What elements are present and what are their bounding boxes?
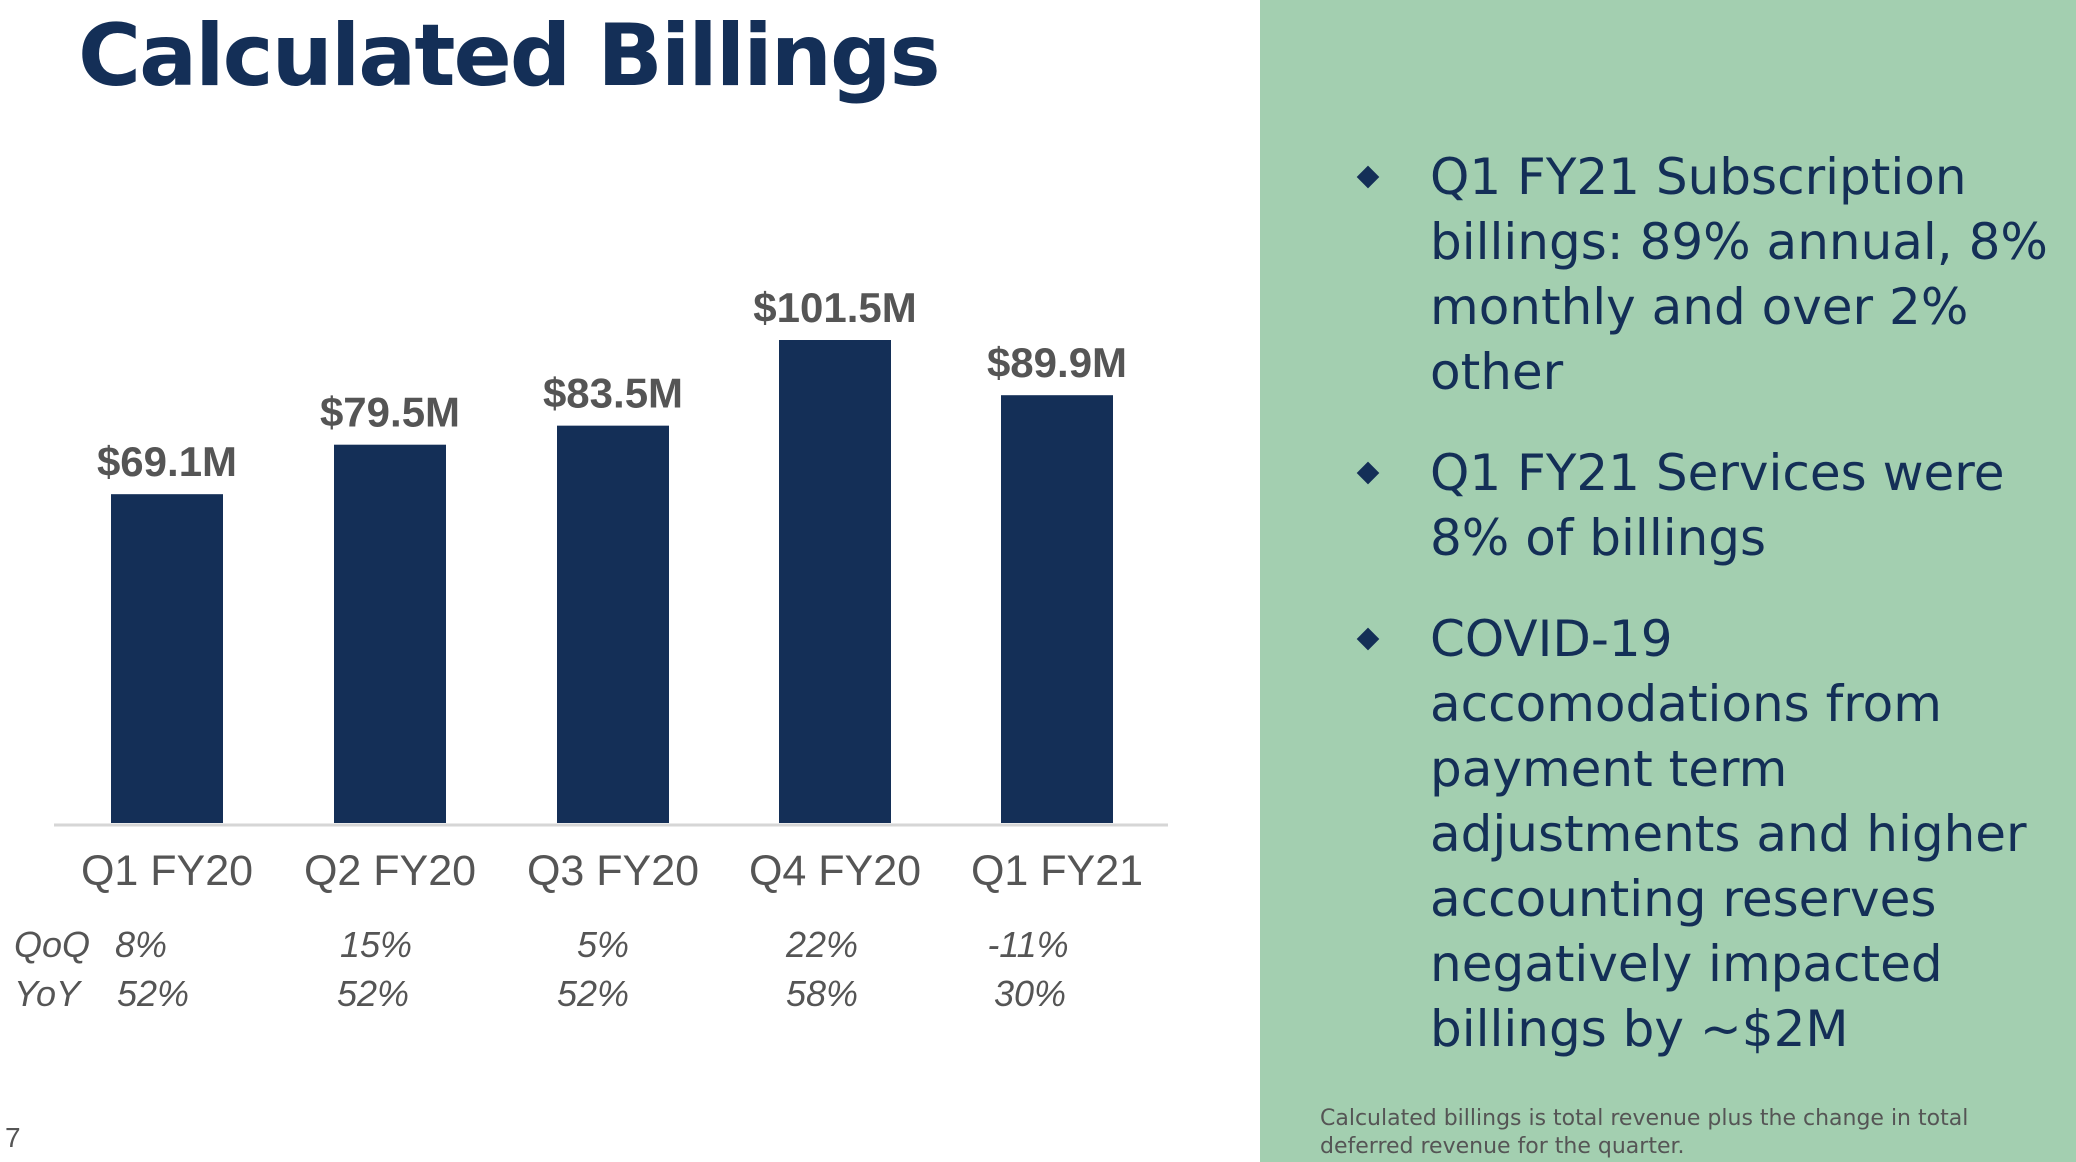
bar-q3-fy20 — [557, 425, 669, 823]
footnote: Calculated billings is total revenue plu… — [1320, 1106, 1969, 1159]
bar-q4-fy20 — [779, 340, 891, 823]
bar-value-label: $101.5M — [753, 284, 916, 331]
bar-q2-fy20 — [334, 444, 446, 823]
yoy-value: 58% — [785, 973, 859, 1014]
bullet-text: Q1 FY21 Subscription billings: 89% annua… — [1430, 148, 2048, 401]
page-title: Calculated Billings — [78, 6, 941, 106]
qoq-value: 15% — [339, 924, 413, 965]
bullet-item: Q1 FY21 Subscription billings: 89% annua… — [1356, 145, 2060, 405]
qoq-row-label: QoQ — [14, 924, 91, 965]
x-tick-label: Q1 FY21 — [971, 847, 1143, 895]
x-tick-label: Q1 FY20 — [81, 847, 253, 895]
bar-q1-fy21 — [1001, 395, 1113, 823]
qoq-value: 22% — [785, 924, 859, 965]
bullet-item: COVID-19 accomodations from payment term… — [1356, 607, 2060, 1062]
yoy-value: 52% — [116, 973, 190, 1014]
bullet-text: Q1 FY21 Services were 8% of billings — [1430, 444, 2005, 567]
yoy-row-label: YoY — [14, 973, 81, 1014]
yoy-value: 52% — [336, 973, 410, 1014]
yoy-value: 52% — [556, 973, 630, 1014]
x-tick-label: Q4 FY20 — [749, 847, 921, 895]
page-number: 7 — [5, 1122, 21, 1153]
diamond-bullet-icon — [1356, 627, 1380, 651]
bar-value-label: $83.5M — [543, 370, 683, 417]
x-tick-label: Q2 FY20 — [304, 847, 476, 895]
bar-value-label: $89.9M — [987, 339, 1127, 386]
bar-value-label: $79.5M — [320, 389, 460, 436]
bar-value-label: $69.1M — [97, 438, 237, 485]
x-tick-label: Q3 FY20 — [527, 847, 699, 895]
bullet-list: Q1 FY21 Subscription billings: 89% annua… — [1356, 145, 2060, 1098]
yoy-value: 30% — [993, 973, 1067, 1014]
bullet-item: Q1 FY21 Services were 8% of billings — [1356, 441, 2060, 571]
bullet-text: COVID-19 accomodations from payment term… — [1430, 610, 2027, 1058]
diamond-bullet-icon — [1356, 461, 1380, 485]
commentary-panel — [1260, 0, 2076, 1162]
qoq-value: 8% — [114, 924, 168, 965]
diamond-bullet-icon — [1356, 165, 1380, 189]
bar-q1-fy20 — [111, 494, 223, 823]
qoq-value: -11% — [987, 924, 1069, 965]
billings-bar-chart: $69.1M Q1 FY20 $79.5M Q2 FY20 $83.5M Q3 FY20 $… — [54, 284, 1168, 895]
qoq-value: 5% — [576, 924, 630, 965]
